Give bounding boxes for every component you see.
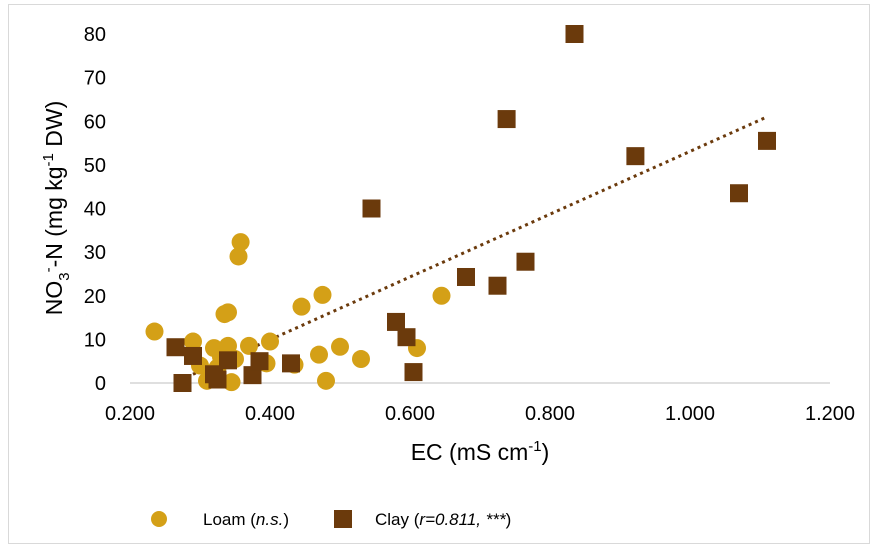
- legend-clay-label: Clay (r=0.811, ***): [375, 510, 511, 529]
- y-axis-label: NO3--N (mg kg-1 DW): [40, 101, 73, 316]
- loam-point: [231, 233, 250, 252]
- clay-point: [362, 199, 381, 218]
- loam-point: [331, 337, 349, 356]
- clay-trendline: [192, 115, 768, 376]
- clay-point: [282, 354, 300, 373]
- x-tick-label: 0.400: [245, 403, 295, 425]
- clay-trendline-group: [192, 115, 768, 376]
- clay-point: [565, 25, 584, 43]
- y-tick-label: 20: [84, 286, 106, 308]
- x-tick-label: 0.600: [385, 403, 435, 425]
- y-tick-label: 40: [84, 199, 106, 221]
- loam-point: [310, 345, 328, 364]
- y-tick-label: 10: [84, 329, 106, 351]
- clay-points: [166, 25, 776, 392]
- clay-point: [758, 131, 776, 150]
- clay-point: [184, 346, 202, 365]
- loam-point: [240, 336, 258, 355]
- clay-point: [243, 366, 262, 385]
- clay-point: [219, 351, 237, 370]
- x-tick-label: 1.200: [805, 403, 855, 425]
- clay-point: [516, 252, 535, 271]
- loam-point: [432, 286, 451, 305]
- clay-point: [457, 267, 475, 286]
- clay-point: [208, 370, 227, 389]
- x-tick-label: 0.800: [525, 403, 575, 425]
- loam-point: [261, 332, 279, 351]
- loam-point: [184, 332, 202, 351]
- y-tick-label: 0: [95, 373, 106, 395]
- x-tick-labels: 0.200 0.400 0.600 0.800 1.000 1.200: [105, 403, 855, 425]
- y-tick-label: 50: [84, 155, 106, 177]
- loam-point: [292, 297, 311, 316]
- loam-point: [222, 373, 241, 392]
- legend-clay-marker: [334, 510, 352, 528]
- legend-loam-marker: [151, 511, 167, 527]
- x-axis-label: EC (mS cm-1): [411, 438, 550, 465]
- loam-point: [145, 322, 164, 341]
- clay-point: [497, 110, 516, 129]
- y-tick-label: 60: [84, 111, 106, 133]
- x-tick-label: 0.200: [105, 403, 155, 425]
- clay-point: [730, 184, 748, 203]
- clay-point: [404, 363, 423, 382]
- clay-point: [488, 276, 507, 295]
- clay-point: [397, 328, 416, 347]
- loam-point: [352, 350, 370, 369]
- clay-point: [387, 312, 405, 331]
- loam-point: [313, 285, 332, 304]
- y-tick-labels: 0 10 20 30 40 50 60 70 80: [84, 24, 106, 395]
- y-tick-label: 30: [84, 242, 106, 264]
- loam-point: [317, 371, 335, 390]
- legend-loam-label: Loam (n.s.): [203, 510, 289, 529]
- clay-point: [173, 374, 192, 392]
- loam-point: [219, 303, 237, 322]
- x-tick-label: 1.000: [665, 403, 715, 425]
- legend: Loam (n.s.) Clay (r=0.811, ***): [151, 510, 511, 529]
- y-tick-label: 80: [84, 24, 106, 46]
- clay-point: [166, 338, 185, 357]
- loam-point: [229, 247, 248, 266]
- clay-point: [250, 352, 269, 371]
- y-tick-label: 70: [84, 68, 106, 90]
- clay-point: [626, 147, 645, 166]
- chart-frame: [8, 4, 870, 544]
